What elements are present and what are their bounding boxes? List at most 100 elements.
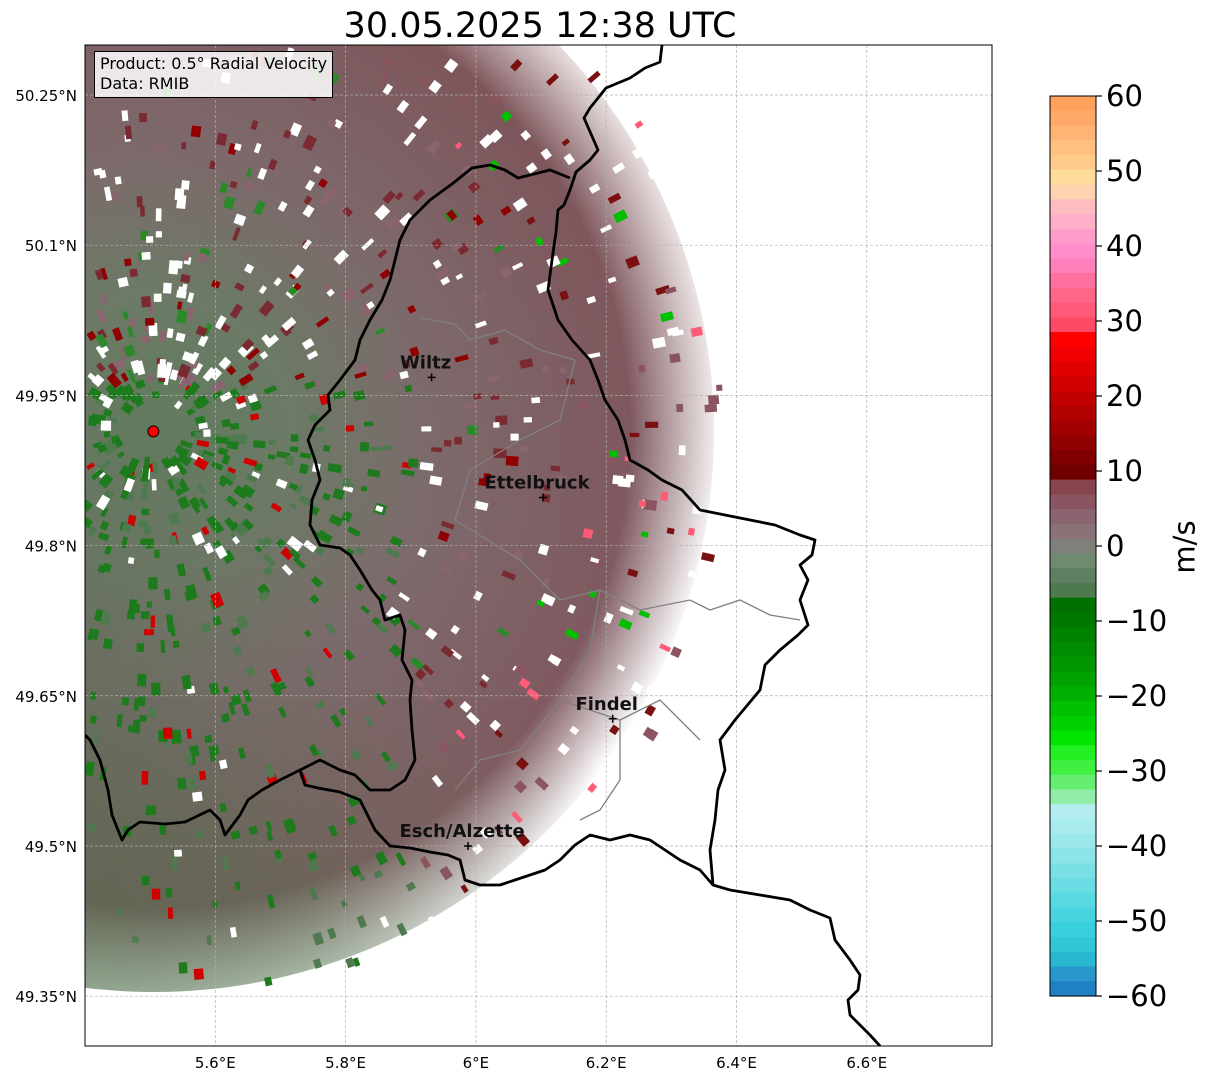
radar-pixel [201,453,214,464]
radar-pixel [140,295,151,308]
radar-pixel [609,724,620,736]
radar-pixel [333,390,347,400]
colorbar-band [1050,435,1096,451]
radar-pixel [399,212,414,227]
radar-pixel [264,764,275,779]
colorbar-band [1050,523,1096,540]
radar-pixel [219,391,233,403]
radar-pixel [122,310,129,320]
radar-pixel [607,276,617,284]
radar-pixel [302,134,318,152]
radar-pixel [181,142,187,150]
radar-pixel [212,521,225,534]
radar-pixel [678,445,686,456]
colorbar-band [1050,184,1096,200]
radar-pixel [145,805,156,816]
radar-pixel [510,433,519,441]
colorbar-band [1050,199,1096,215]
radar-pixel [455,729,466,740]
radar-pixel [455,273,464,281]
radar-pixel [106,372,122,389]
radar-pixel [457,95,469,107]
radar-pixel [327,927,337,940]
city-label: Wiltz [400,352,451,373]
colorbar-band [1050,287,1096,304]
radar-pixel [518,677,531,689]
radar-pixel [375,327,386,336]
radar-pixel [281,316,297,332]
radar-pixel [519,358,534,369]
radar-pixel [215,132,228,147]
radar-pixel [86,462,96,470]
radar-pixel [344,290,357,303]
radar-pixel [214,315,227,330]
radar-pixel [523,416,533,423]
radar-pixel [151,478,157,491]
lat-tick-label: 49.35°N [15,988,77,1006]
radar-pixel [707,394,720,405]
radar-pixel [490,394,500,401]
radar-pixel [333,249,349,265]
radar-pixel [437,741,451,754]
radar-pixel [302,239,312,250]
radar-pixel [407,619,421,631]
radar-pixel [148,322,158,337]
radar-pixel [266,831,274,842]
radar-pixel [125,125,133,140]
colorbar-band [1050,361,1096,377]
radar-pixel [386,760,399,773]
radar-pixel [129,268,138,278]
radar-pixel [131,393,144,408]
radar-pixel [169,369,179,381]
radar-pixel [136,643,145,653]
radar-pixel [112,327,124,342]
radar-pixel [551,656,562,667]
radar-pixel [356,914,368,929]
radar-pixel [659,311,674,323]
radar-pixel [232,645,243,656]
radar-pixel [494,729,504,739]
radar-pixel [422,664,435,676]
colorbar-band [1050,759,1096,776]
colorbar-band [1050,509,1096,525]
radar-pixel [85,499,93,512]
radar-pixel [666,527,675,535]
colorbar-tick-label: 20 [1106,379,1143,413]
radar-pixel [587,782,598,794]
lat-tick-label: 49.95°N [15,387,77,405]
germany-france-border [712,883,882,1046]
radar-pixel [168,534,178,547]
radar-pixel [179,440,193,449]
radar-pixel [141,466,150,480]
colorbar-band [1050,818,1096,835]
radar-pixel [155,231,162,238]
radar-pixel [261,334,273,346]
radar-pixel [128,317,137,328]
radar-pixel [669,353,681,364]
radar-pixel [189,351,200,365]
radar-pixel [145,236,154,243]
radar-pixel [100,267,108,281]
radar-pixel [128,599,138,611]
colorbar-band [1050,641,1096,658]
radar-pixel [545,73,559,86]
radar-pixel [474,291,487,301]
radar-pixel [511,262,524,271]
radar-pixel [151,391,160,399]
radar-pixel [671,329,684,337]
radar-pixel [304,380,316,390]
radar-pixel [270,667,282,684]
radar-pixel [194,830,203,838]
radar-pixel [454,354,469,363]
luxembourg-border [85,45,817,887]
radar-pixel [193,456,209,471]
radar-pixel [515,757,529,771]
radar-pixel [345,547,355,556]
radar-pixel [618,618,633,631]
radar-pixel [177,286,187,295]
radar-pixel [414,668,427,681]
radar-pixel [202,566,212,582]
radar-pixel [417,547,427,558]
radar-pixel [116,713,123,728]
radar-pixel [249,413,260,421]
